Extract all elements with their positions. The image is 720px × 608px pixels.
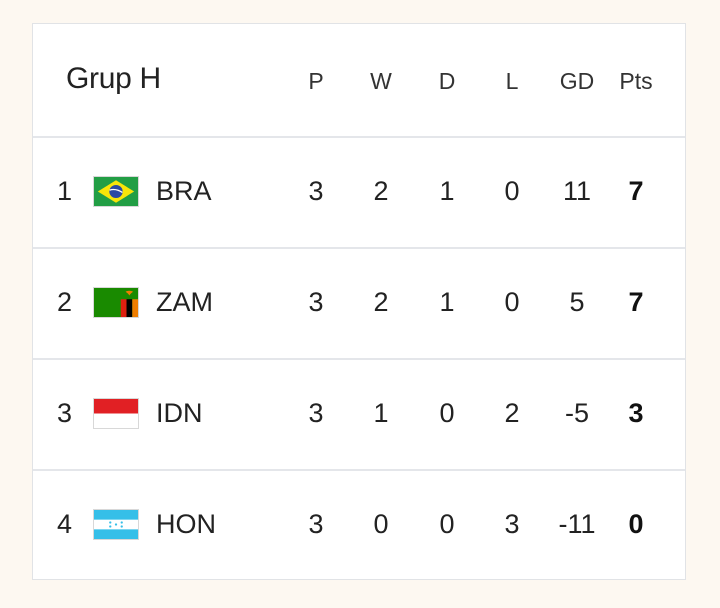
played-value: 3 (308, 509, 324, 539)
drawn-value: 1 (439, 176, 455, 206)
points-value: 0 (628, 509, 644, 539)
won-value: 2 (373, 176, 389, 206)
goal-difference-value: -11 (558, 509, 596, 539)
points-value: 7 (628, 287, 644, 317)
team-position: 1 (57, 176, 73, 206)
lost-value: 2 (504, 398, 520, 428)
column-header-won: W (370, 68, 392, 94)
team-code: IDN (156, 398, 203, 428)
team-position: 4 (57, 509, 73, 539)
lost-value: 0 (504, 287, 520, 317)
indonesia-flag-icon (93, 398, 139, 429)
drawn-value: 0 (439, 398, 455, 428)
points-value: 3 (628, 398, 644, 428)
column-header-played: P (308, 68, 324, 94)
played-value: 3 (308, 398, 324, 428)
honduras-flag-icon (93, 509, 139, 540)
table-row[interactable]: 3 IDN 3 1 0 2 -5 3 (33, 360, 685, 471)
column-header-goal-difference: GD (559, 68, 595, 94)
table-row[interactable]: 1 BRA 3 2 1 0 11 7 (33, 138, 685, 249)
played-value: 3 (308, 176, 324, 206)
won-value: 0 (373, 509, 389, 539)
brazil-flag-icon (93, 176, 139, 207)
column-header-lost: L (505, 68, 519, 94)
team-code: ZAM (156, 287, 213, 317)
drawn-value: 0 (439, 509, 455, 539)
goal-difference-value: 11 (562, 176, 592, 206)
table-row[interactable]: 2 ZAM 3 2 1 0 5 7 (33, 249, 685, 360)
goal-difference-value: -5 (564, 398, 589, 428)
team-code: HON (156, 509, 216, 539)
team-code: BRA (156, 176, 212, 206)
lost-value: 3 (504, 509, 520, 539)
points-value: 7 (628, 176, 644, 206)
column-header-points: Pts (619, 68, 653, 94)
won-value: 1 (373, 398, 389, 428)
table-header: Grup H P W D L GD Pts (33, 24, 685, 138)
won-value: 2 (373, 287, 389, 317)
goal-difference-value: 5 (569, 287, 585, 317)
zambia-flag-icon (93, 287, 139, 318)
group-title: Grup H (66, 62, 161, 95)
team-position: 2 (57, 287, 73, 317)
team-position: 3 (57, 398, 73, 428)
played-value: 3 (308, 287, 324, 317)
table-row[interactable]: 4 HON 3 0 0 3 -11 0 (33, 471, 685, 582)
lost-value: 0 (504, 176, 520, 206)
column-header-drawn: D (438, 68, 456, 94)
drawn-value: 1 (439, 287, 455, 317)
standings-table: Grup H P W D L GD Pts 1 BRA 3 2 1 0 11 7… (32, 23, 686, 580)
